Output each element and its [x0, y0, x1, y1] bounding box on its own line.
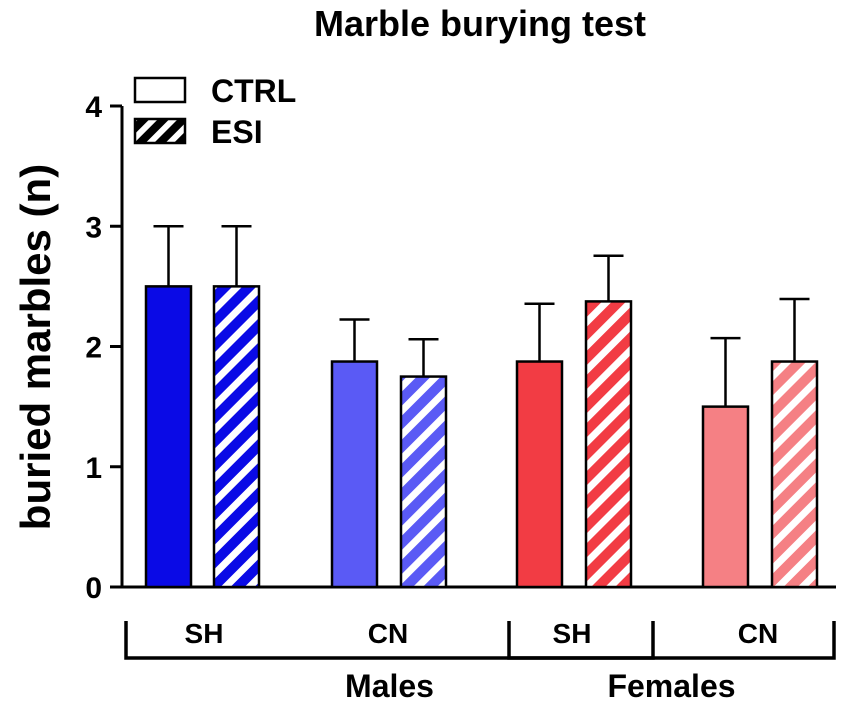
y-tick-label: 1	[85, 452, 102, 485]
bar-esi-females-cn	[770, 360, 819, 589]
group-bracket	[507, 621, 836, 660]
bar-esi-males-sh	[212, 285, 261, 589]
y-tick-label: 2	[85, 332, 102, 365]
bar-esi-males-cn	[399, 375, 448, 589]
chart-title: Marble burying test	[314, 3, 646, 44]
y-tick-label: 0	[85, 572, 102, 605]
bar-ctrl-females-cn	[701, 405, 750, 589]
category-label: CN	[738, 618, 778, 649]
bar-esi-females-sh	[584, 300, 633, 589]
category-label: SH	[185, 618, 224, 649]
legend-swatch-esi	[133, 117, 187, 145]
group-label: Males	[345, 668, 434, 704]
bar-ctrl-males-cn	[330, 360, 379, 589]
bar-ctrl-males-sh	[144, 285, 193, 589]
category-label: SH	[553, 618, 592, 649]
group-bracket	[124, 621, 655, 660]
legend-swatch-ctrl	[133, 76, 187, 104]
legend-label-esi: ESI	[211, 114, 263, 150]
y-tick-label: 4	[85, 91, 102, 124]
y-tick-label: 3	[85, 211, 102, 244]
y-axis-label: buried marbles (n)	[12, 164, 59, 530]
bars	[144, 225, 819, 589]
legend: CTRL ESI	[133, 73, 296, 150]
category-label: CN	[368, 618, 408, 649]
bar-ctrl-females-sh	[515, 360, 564, 589]
legend-label-ctrl: CTRL	[211, 73, 296, 109]
group-label: Females	[607, 668, 735, 704]
